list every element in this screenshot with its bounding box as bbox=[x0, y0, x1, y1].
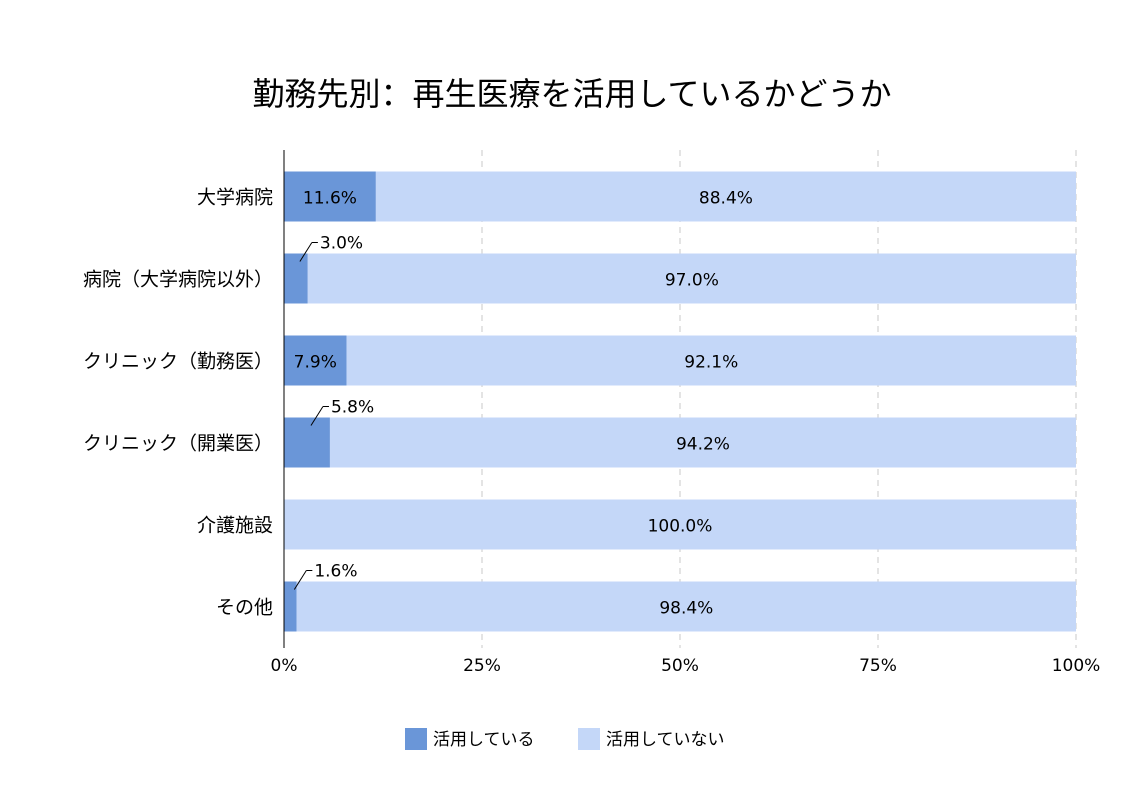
bar-not-using bbox=[329, 417, 1076, 468]
data-label: 88.4% bbox=[699, 189, 753, 209]
x-tick-label: 0% bbox=[271, 656, 298, 676]
x-tick-label: 75% bbox=[859, 656, 897, 676]
bar-not-using bbox=[307, 253, 1076, 304]
data-label: 3.0% bbox=[320, 234, 363, 254]
labels: 0% 25% 50% 75% 100% 大学病院 11.6% 88.4% 病院（大学病院以外） 3… bbox=[83, 187, 1100, 677]
data-label: 97.0% bbox=[665, 271, 719, 291]
leader-line bbox=[293, 570, 307, 590]
bar-using bbox=[284, 581, 297, 632]
bar-not-using bbox=[346, 335, 1076, 386]
data-label: 94.2% bbox=[676, 435, 730, 455]
bar-not-using bbox=[296, 581, 1076, 632]
legend-swatch bbox=[405, 728, 427, 750]
grid-lines bbox=[481, 150, 1077, 648]
category-label: 大学病院 bbox=[197, 187, 273, 209]
category-label: クリニック（開業医） bbox=[83, 433, 273, 455]
data-label: 11.6% bbox=[303, 189, 357, 209]
category-label: その他 bbox=[216, 597, 273, 619]
x-tick-label: 50% bbox=[661, 656, 699, 676]
legend: 活用している 活用していない bbox=[405, 728, 725, 750]
bar-not-using bbox=[284, 499, 1076, 550]
bar-using bbox=[284, 335, 347, 386]
leader-line bbox=[310, 406, 324, 426]
bar-using bbox=[284, 253, 308, 304]
data-label: 1.6% bbox=[314, 562, 357, 582]
legend-label: 活用している bbox=[433, 730, 535, 750]
bar-using bbox=[284, 171, 376, 222]
category-label: 病院（大学病院以外） bbox=[83, 269, 273, 291]
x-tick-label: 100% bbox=[1052, 656, 1101, 676]
data-label: 92.1% bbox=[684, 353, 738, 373]
data-label: 98.4% bbox=[659, 599, 713, 619]
chart-title: 勤務先別：再生医療を活用しているかどうか bbox=[252, 75, 891, 113]
bar-not-using bbox=[375, 171, 1076, 222]
data-label: 100.0% bbox=[648, 517, 713, 537]
leader-line bbox=[299, 242, 313, 262]
bar-using bbox=[284, 417, 330, 468]
legend-label: 活用していない bbox=[606, 730, 725, 750]
x-tick-label: 25% bbox=[463, 656, 501, 676]
data-label: 5.8% bbox=[331, 398, 374, 418]
category-label: 介護施設 bbox=[197, 515, 273, 537]
bars bbox=[284, 171, 1076, 632]
category-label: クリニック（勤務医） bbox=[83, 351, 273, 373]
legend-swatch bbox=[578, 728, 600, 750]
data-label: 7.9% bbox=[294, 353, 337, 373]
